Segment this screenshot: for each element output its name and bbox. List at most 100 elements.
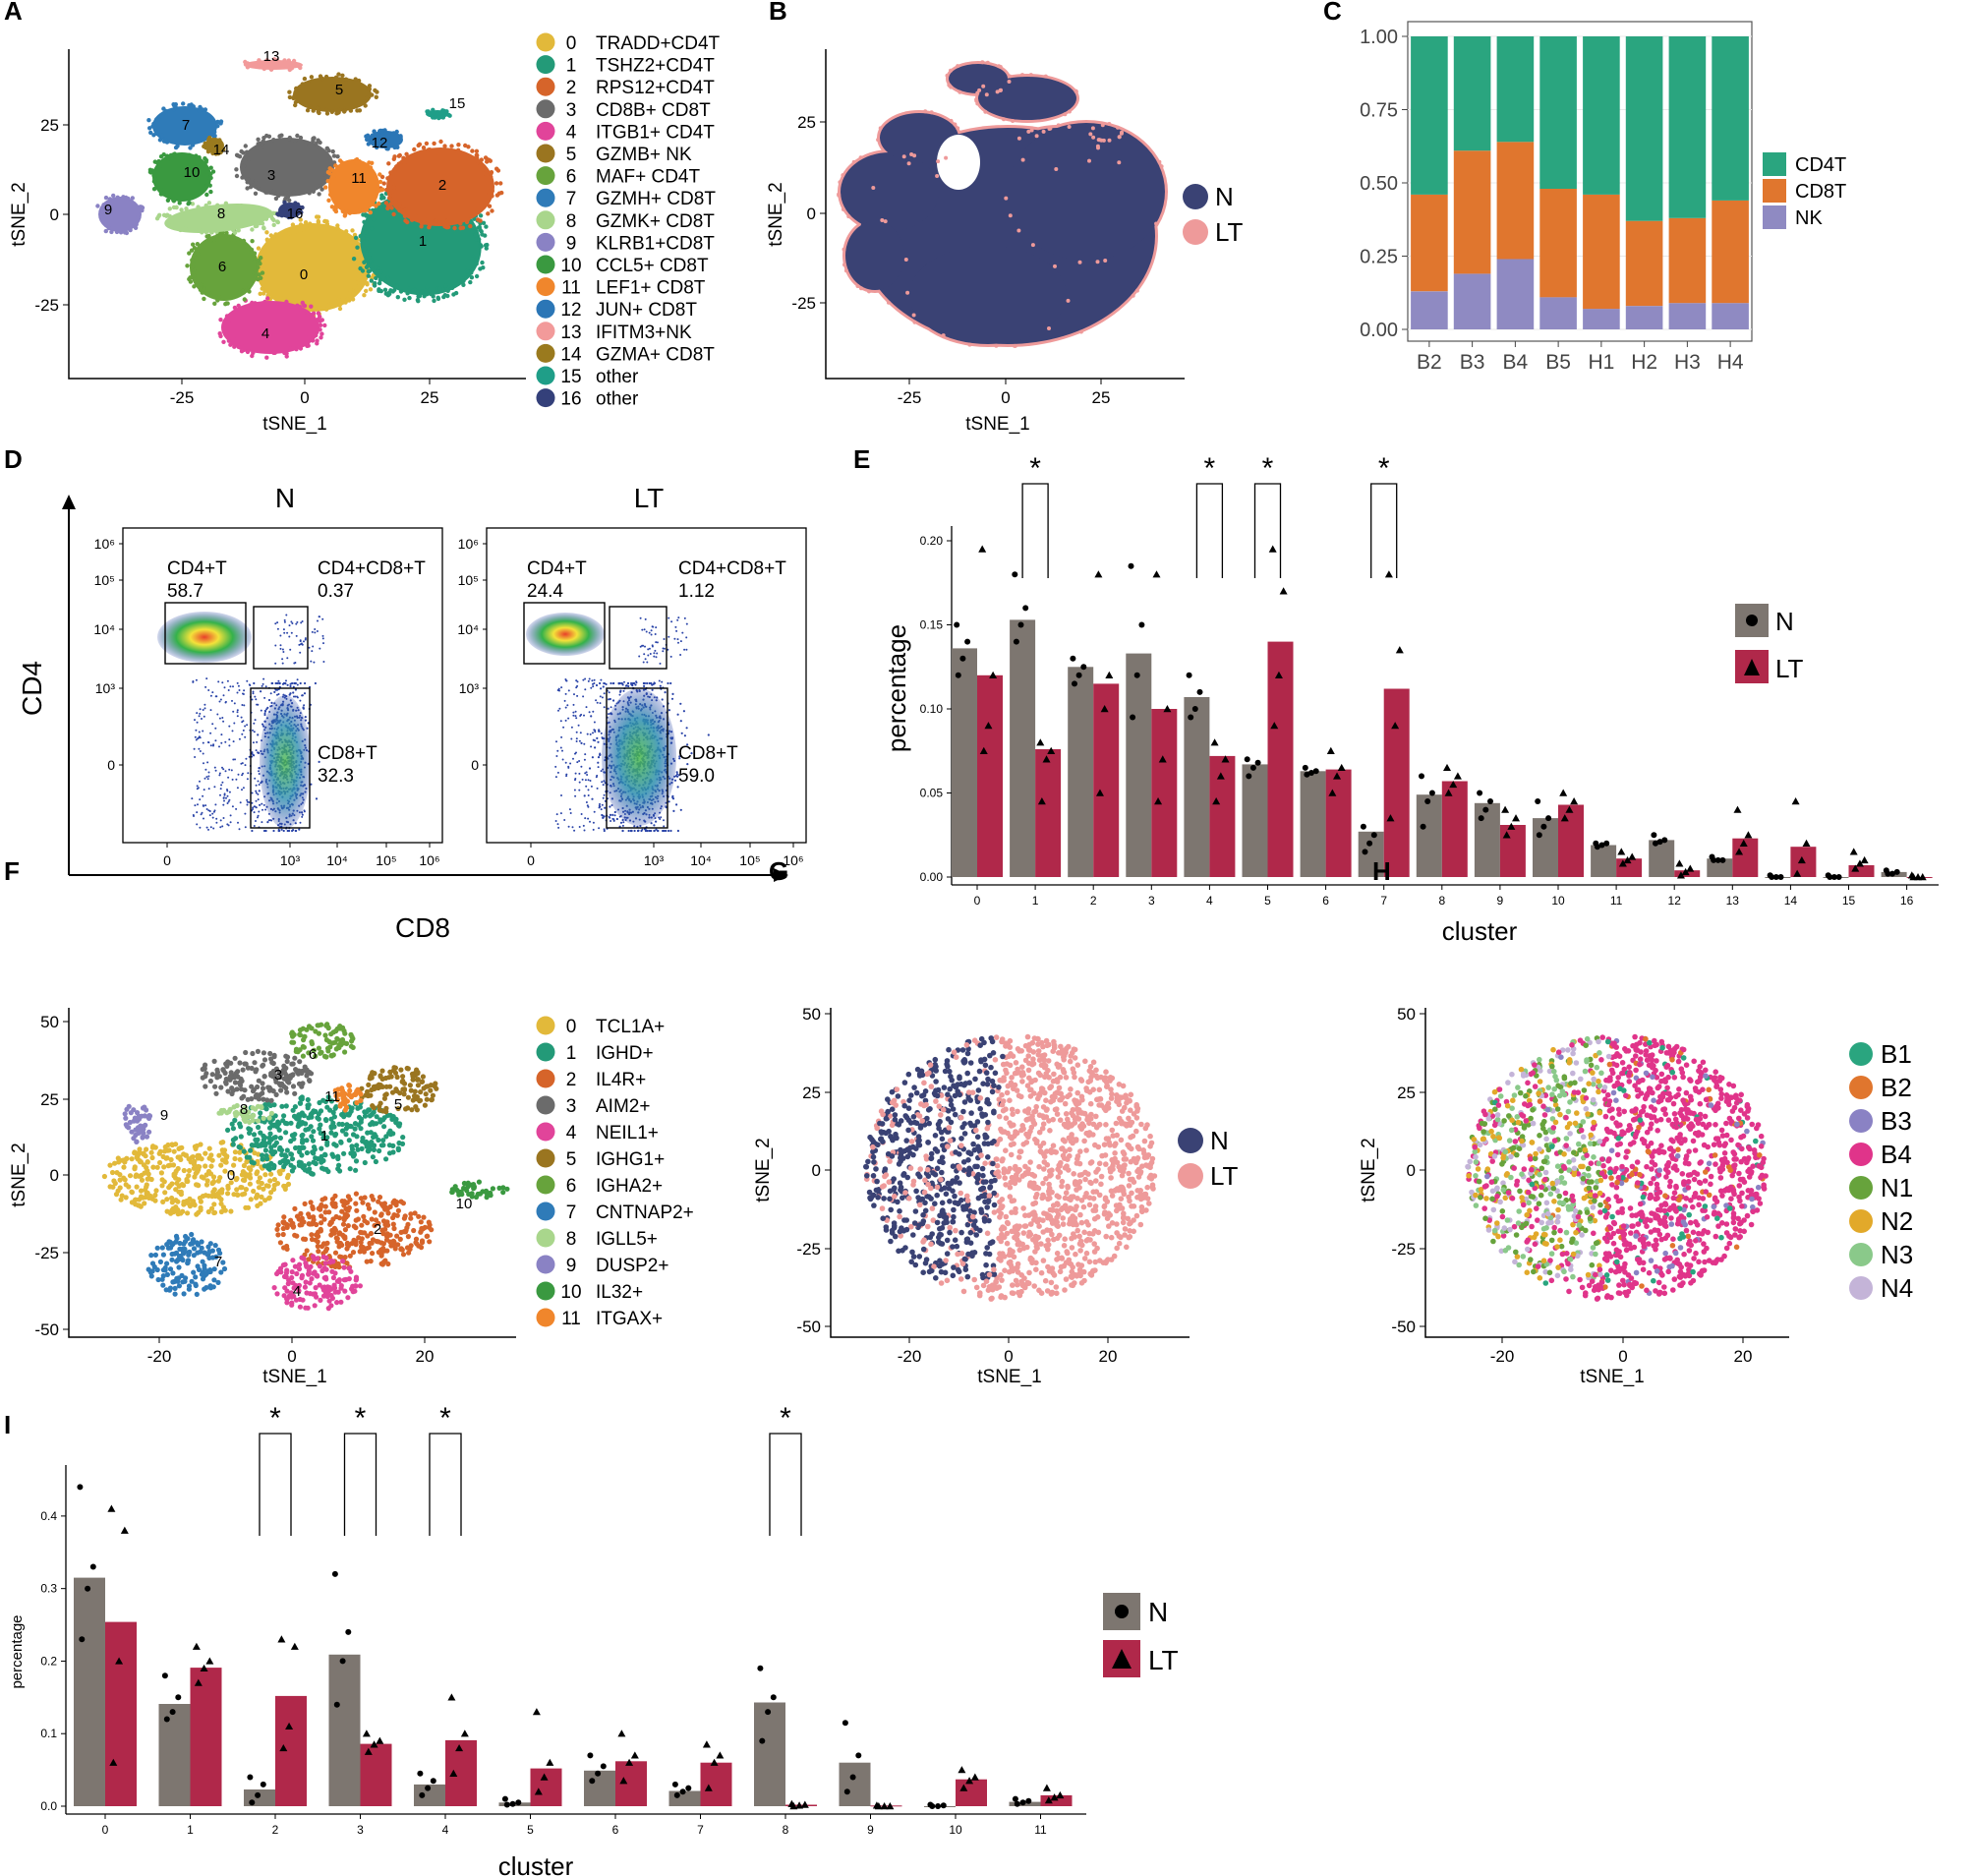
tsne-b-lt-point (909, 152, 914, 156)
tsne-a-point (316, 311, 321, 316)
tsne-a-point (347, 237, 352, 242)
tsne-f-point-1 (386, 1131, 392, 1137)
tsne-f-point-2 (308, 1200, 314, 1205)
tsne-a-point (293, 138, 298, 144)
tsne-a-point (152, 159, 157, 164)
flow-event (573, 829, 576, 832)
flow-event (575, 717, 578, 720)
tsne-f-point-0 (232, 1149, 238, 1155)
point-lt (1386, 814, 1395, 822)
tsne-b-lt-point (1016, 228, 1021, 233)
tsne-a-point (458, 225, 463, 231)
tsne-a-point (299, 308, 304, 313)
flow-event (673, 779, 677, 782)
point-lt (1105, 671, 1114, 678)
tsne-a-cluster-5 (293, 77, 372, 112)
tsne-f-point-0 (135, 1156, 141, 1162)
tsne-a-point (232, 305, 238, 311)
tsne-f-point-1 (319, 1145, 324, 1151)
flow-event (574, 779, 576, 782)
tsne-a-point (240, 344, 245, 349)
tsne-a-point (250, 353, 255, 359)
flow-event (321, 634, 324, 637)
flow-event (574, 794, 577, 797)
tsne-b-lt-point (901, 154, 906, 159)
tsne-f-point-1 (304, 1149, 310, 1156)
flow-event (597, 761, 600, 764)
point-n (1653, 840, 1658, 847)
flow-event (554, 820, 557, 822)
tsne-a-point (375, 145, 379, 150)
flow-event (593, 678, 596, 681)
tsne-a-point (318, 74, 323, 79)
tsne-f-point-1 (397, 1121, 403, 1127)
tsne-a-point (371, 172, 376, 178)
flow-event (642, 644, 645, 647)
panel-a-label: A (4, 0, 23, 26)
flow-event (658, 679, 661, 682)
panel-a-y-ticks: 25 0 -25 (34, 116, 69, 315)
flow-event (258, 810, 261, 813)
tsne-f-point-1 (330, 1120, 336, 1126)
flow-event (307, 722, 310, 725)
tsne-f-point-0 (168, 1210, 174, 1216)
flow-event (659, 818, 662, 820)
tsne-b-lt-point (956, 64, 960, 69)
flow-event (243, 689, 246, 692)
tsne-a-point (148, 130, 153, 136)
tsne-f-point-2 (407, 1246, 413, 1253)
tsne-f-point-0 (203, 1163, 208, 1169)
flow-event (198, 715, 201, 718)
flow-event (651, 683, 654, 686)
point-lt (1501, 805, 1510, 813)
flow-event (212, 810, 215, 813)
tsne-a-point (386, 196, 392, 201)
flow-event (228, 768, 231, 771)
tsne-f-point-0 (127, 1173, 134, 1179)
flow-event (650, 822, 653, 825)
point-n (1719, 856, 1726, 863)
flow-event (663, 638, 666, 640)
flow-event (629, 829, 632, 833)
tsne-b-lt-point (944, 155, 949, 160)
tsne-f-point-0 (153, 1188, 159, 1194)
tsne-f-point-1 (251, 1160, 257, 1166)
flow-event (578, 760, 581, 762)
flow-event (670, 697, 674, 700)
point-n (1827, 874, 1833, 880)
point-n (1769, 874, 1775, 880)
flow-event (282, 829, 285, 833)
significance-bracket (1253, 483, 1282, 578)
flow-event (598, 827, 601, 830)
tsne-a-point (157, 138, 163, 143)
tsne-a-cluster-label-8: 8 (217, 205, 225, 222)
y-tick-label: 0.00 (1360, 320, 1398, 341)
legend-cluster-name: GZMA+ CD8T (596, 344, 715, 365)
tsne-a-point (314, 332, 319, 338)
x-tick-label: H1 (1588, 351, 1614, 374)
flow-event (707, 733, 710, 736)
tsne-a-point (186, 202, 191, 206)
tsne-a-point (486, 211, 491, 216)
tsne-a-point (455, 281, 460, 287)
flow-event (650, 633, 653, 636)
tsne-f-point-0 (191, 1165, 197, 1171)
flow-event (584, 753, 587, 756)
tsne-a-point (477, 237, 482, 242)
y-tick-label: 10⁶ (94, 536, 115, 552)
tsne-b-lt-point (929, 110, 934, 115)
tsne-a-point (258, 220, 262, 226)
tsne-a-point (458, 221, 463, 226)
flow-event (640, 829, 643, 833)
x-tick-label: B5 (1545, 351, 1571, 374)
flow-event (592, 821, 595, 824)
tsne-a-point (134, 222, 139, 227)
point-n (1191, 706, 1198, 712)
tsne-a-point (173, 102, 178, 107)
panel-a-x-ticks: -25 0 25 (170, 379, 438, 407)
tsne-a-point (203, 229, 209, 235)
flow-event (234, 758, 236, 761)
tsne-f-point-2 (411, 1227, 417, 1234)
tsne-f-point-0 (146, 1176, 152, 1182)
